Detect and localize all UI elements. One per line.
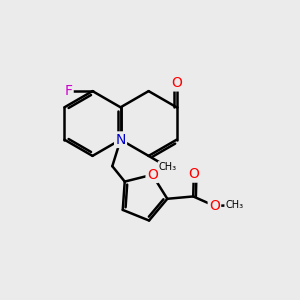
Text: CH₃: CH₃ [225,200,244,210]
Text: CH₃: CH₃ [159,162,177,172]
Text: N: N [116,133,126,147]
Text: O: O [171,76,182,90]
Text: O: O [147,168,158,182]
Text: F: F [64,84,72,98]
Text: O: O [209,199,220,213]
Text: O: O [188,167,199,182]
